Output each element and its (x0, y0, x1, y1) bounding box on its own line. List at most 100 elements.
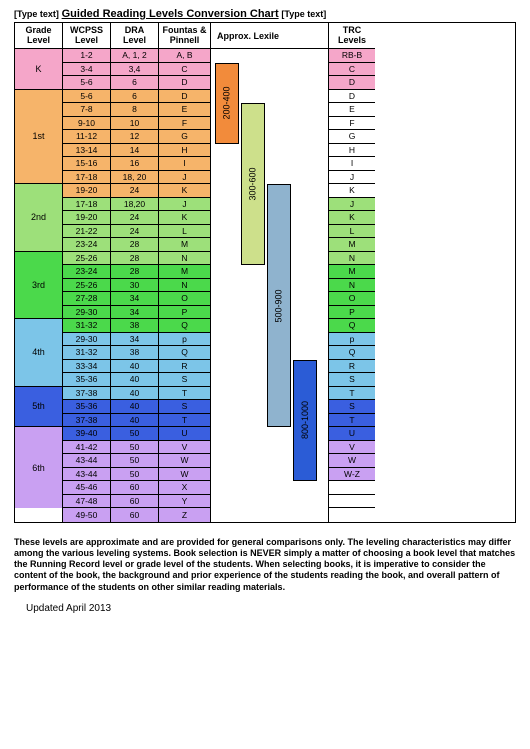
table-cell: 24 (111, 211, 158, 225)
col-grade: Grade Level K1st2nd3rd4th5th6th (15, 23, 63, 522)
table-cell: R (329, 360, 375, 374)
table-cell: 43-44 (63, 454, 110, 468)
table-cell: U (159, 427, 210, 441)
table-cell: H (159, 144, 210, 158)
table-cell (329, 508, 375, 522)
lexile-bar: 500-900 (267, 184, 291, 427)
table-cell: E (159, 103, 210, 117)
table-cell: K (329, 184, 375, 198)
table-cell: 6 (111, 76, 158, 90)
table-cell: 28 (111, 252, 158, 266)
hdr-fp: Fountas & Pinnell (159, 23, 210, 49)
table-cell: Q (159, 319, 210, 333)
table-cell: 17-18 (63, 198, 110, 212)
table-cell: 1-2 (63, 49, 110, 63)
lexile-bar: 800-1000 (293, 360, 317, 482)
table-cell: 8 (111, 103, 158, 117)
table-cell: 19-20 (63, 211, 110, 225)
table-cell: 28 (111, 265, 158, 279)
table-cell: W (329, 454, 375, 468)
table-cell: I (329, 157, 375, 171)
table-cell: 18,20 (111, 198, 158, 212)
table-cell: 3,4 (111, 63, 158, 77)
table-cell: 24 (111, 225, 158, 239)
table-cell: 31-32 (63, 346, 110, 360)
table-cell: G (329, 130, 375, 144)
table-cell: E (329, 103, 375, 117)
type-text-right: [Type text] (281, 9, 326, 19)
table-cell: J (159, 198, 210, 212)
grade-cell: 5th (15, 387, 62, 428)
table-cell: 24 (111, 184, 158, 198)
table-cell: N (159, 279, 210, 293)
table-cell: 60 (111, 508, 158, 522)
table-cell: K (159, 184, 210, 198)
table-cell: 31-32 (63, 319, 110, 333)
hdr-dra: DRA Level (111, 23, 158, 49)
doc-title: Guided Reading Levels Conversion Chart (62, 8, 279, 20)
table-cell (329, 481, 375, 495)
table-cell: 17-18 (63, 171, 110, 185)
table-cell: V (329, 441, 375, 455)
table-cell: 23-24 (63, 238, 110, 252)
table-cell: 16 (111, 157, 158, 171)
table-cell: A, 1, 2 (111, 49, 158, 63)
table-cell: T (329, 387, 375, 401)
table-cell: W (159, 454, 210, 468)
table-cell: D (159, 76, 210, 90)
table-cell: Q (159, 346, 210, 360)
table-cell: U (329, 427, 375, 441)
table-cell: O (329, 292, 375, 306)
table-cell: 18, 20 (111, 171, 158, 185)
table-cell: 37-38 (63, 387, 110, 401)
table-cell: G (159, 130, 210, 144)
table-cell: S (329, 373, 375, 387)
table-cell: H (329, 144, 375, 158)
table-cell: 34 (111, 333, 158, 347)
table-cell: 25-26 (63, 252, 110, 266)
updated-date: Updated April 2013 (26, 603, 516, 614)
grade-cell: 3rd (15, 252, 62, 320)
table-cell: D (159, 90, 210, 104)
table-cell: 19-20 (63, 184, 110, 198)
table-cell: 47-48 (63, 495, 110, 509)
table-cell: 50 (111, 441, 158, 455)
table-cell: K (329, 211, 375, 225)
table-cell: L (159, 225, 210, 239)
table-cell: X (159, 481, 210, 495)
table-cell: T (159, 387, 210, 401)
table-cell: T (329, 414, 375, 428)
col-fp: Fountas & Pinnell A, BCDDEFGHIJKJKLMNMNO… (159, 23, 211, 522)
table-cell: 33-34 (63, 360, 110, 374)
table-cell: 41-42 (63, 441, 110, 455)
table-cell: 40 (111, 414, 158, 428)
table-cell: 40 (111, 400, 158, 414)
col-trc: TRC Levels RB-BCDDEFGHIJKJKLMNMNOPQpQRST… (329, 23, 375, 522)
table-cell: 38 (111, 346, 158, 360)
table-cell: 9-10 (63, 117, 110, 131)
table-cell: 34 (111, 306, 158, 320)
table-cell: 37-38 (63, 414, 110, 428)
table-cell: D (329, 90, 375, 104)
table-cell: N (329, 252, 375, 266)
table-cell: 40 (111, 387, 158, 401)
table-cell: Z (159, 508, 210, 522)
table-cell: 15-16 (63, 157, 110, 171)
table-cell: M (329, 238, 375, 252)
table-cell: J (329, 171, 375, 185)
table-cell: 12 (111, 130, 158, 144)
table-cell: 50 (111, 427, 158, 441)
table-cell: M (159, 238, 210, 252)
table-cell: J (159, 171, 210, 185)
table-cell: 29-30 (63, 306, 110, 320)
hdr-grade: Grade Level (15, 23, 62, 49)
table-cell: 7-8 (63, 103, 110, 117)
grade-cell: K (15, 49, 62, 90)
table-cell: 35-36 (63, 400, 110, 414)
type-text-left: [Type text] (14, 9, 59, 19)
table-cell: M (159, 265, 210, 279)
doc-title-row: [Type text] Guided Reading Levels Conver… (14, 8, 516, 20)
table-cell: 40 (111, 373, 158, 387)
table-cell: 29-30 (63, 333, 110, 347)
table-cell: 11-12 (63, 130, 110, 144)
